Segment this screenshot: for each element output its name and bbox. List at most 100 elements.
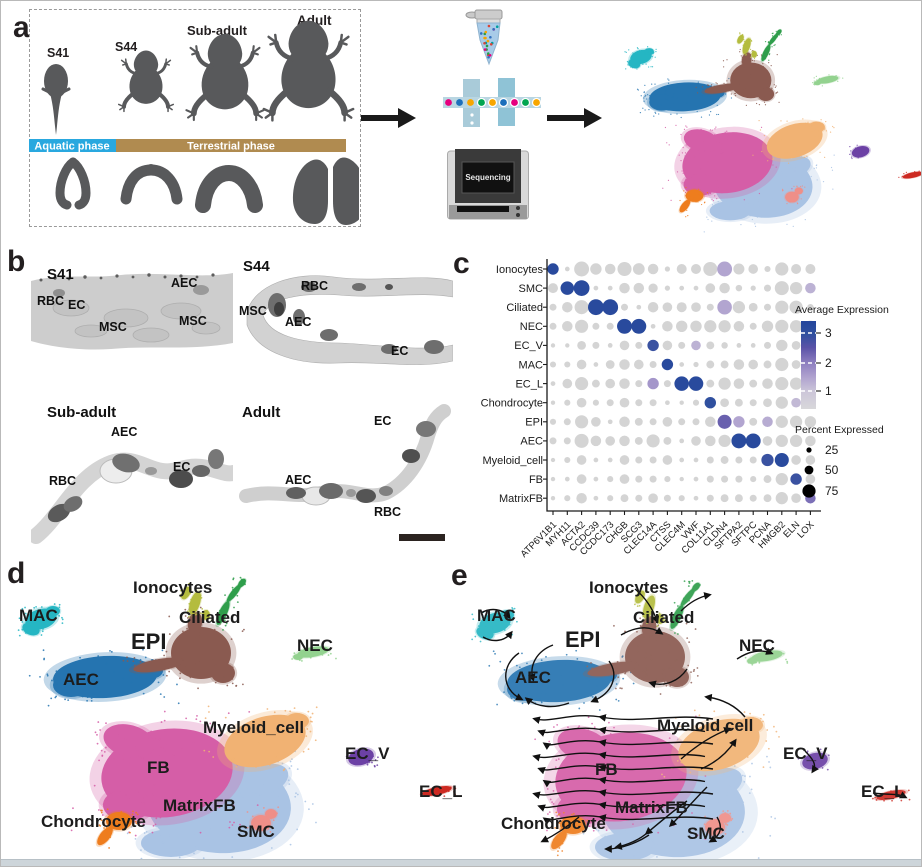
dotplot-dot: [564, 266, 570, 272]
cluster-speckle: [492, 628, 495, 630]
cluster-speckle: [557, 806, 559, 809]
cluster-speckle: [688, 641, 691, 644]
cluster-speckle: [717, 752, 720, 755]
cluster-speckle: [712, 199, 715, 202]
cell-speck: [484, 36, 487, 40]
cluster-speckle: [780, 34, 782, 36]
dotplot-dot: [550, 343, 556, 348]
cluster-speckle: [238, 584, 241, 587]
cluster-speckle: [749, 775, 751, 778]
cluster-speckle: [535, 675, 538, 677]
cluster-speckle: [177, 846, 180, 849]
cluster-speckle: [561, 842, 564, 845]
cluster-speckle: [576, 658, 579, 660]
cluster-speckle: [102, 803, 105, 806]
cluster-speckle: [200, 596, 203, 599]
cluster-speckle: [196, 613, 199, 616]
cluster-speckle: [71, 683, 73, 686]
cluster-speckle: [769, 88, 771, 90]
cluster-speckle: [132, 660, 135, 663]
cluster-speckle: [685, 622, 688, 625]
cluster-speckle: [443, 795, 446, 798]
cluster-speckle: [747, 77, 749, 80]
cluster-speckle: [232, 799, 235, 802]
cluster-speckle: [688, 599, 690, 602]
cluster-speckle: [698, 188, 700, 190]
cluster-speckle: [702, 102, 704, 104]
streamline: [668, 786, 708, 828]
dotplot-dot: [679, 476, 684, 482]
cluster-speckle: [103, 822, 105, 825]
cluster-speckle: [769, 834, 772, 837]
cluster-speckle: [739, 210, 741, 212]
dotplot-dot: [691, 264, 701, 274]
cluster-speckle: [494, 652, 496, 655]
cluster-speckle: [774, 165, 776, 167]
cluster-speckle: [642, 592, 645, 595]
cluster-speckle: [749, 661, 752, 663]
cluster-speckle: [605, 666, 607, 668]
dotplot-dot: [575, 319, 589, 333]
cluster-speckle: [796, 150, 798, 152]
cluster-speckle: [131, 813, 134, 816]
cluster-speckle: [289, 710, 292, 713]
cluster-speckle: [204, 611, 207, 614]
cluster-speckle: [744, 656, 747, 659]
cluster-speckle: [324, 651, 327, 654]
cluster-speckle: [753, 207, 756, 209]
cluster-speckle: [209, 831, 212, 834]
cluster-speckle: [724, 812, 727, 814]
cluster-speckle: [159, 835, 162, 838]
cluster-label-MatrixFB: MatrixFB: [163, 796, 236, 815]
cluster-speckle: [540, 701, 543, 704]
cluster-speckle: [192, 844, 195, 847]
streamline: [648, 668, 688, 689]
cluster-speckle: [553, 838, 555, 841]
cluster-speckle: [599, 677, 602, 680]
cluster-speckle: [283, 722, 286, 725]
dotplot-dot: [750, 343, 756, 348]
cluster-speckle: [696, 727, 699, 730]
cluster-speckle: [623, 663, 626, 666]
cluster-speckle: [224, 716, 227, 719]
cluster-speckle: [771, 95, 773, 97]
cluster-speckle: [236, 601, 239, 604]
cluster-speckle: [238, 769, 241, 772]
cluster-speckle: [39, 675, 41, 678]
cluster-speckle: [730, 201, 732, 203]
cluster-speckle: [198, 617, 201, 619]
cluster-speckle: [96, 687, 99, 690]
cluster-speckle: [749, 712, 752, 715]
cluster-speckle: [273, 812, 276, 815]
cluster-speckle: [592, 793, 595, 796]
cluster-speckle: [729, 812, 732, 815]
droplet-cell: [456, 99, 463, 106]
cluster-speckle: [680, 133, 682, 136]
cluster-speckle: [255, 766, 257, 768]
cluster-speckle: [645, 670, 648, 673]
cluster-speckle: [627, 64, 629, 66]
cluster-speckle: [567, 827, 570, 830]
cluster-speckle: [751, 89, 754, 91]
cluster-speckle: [649, 654, 652, 657]
cluster-Ionocytes: [181, 586, 191, 600]
cluster-speckle: [199, 831, 202, 834]
cluster-speckle: [161, 649, 164, 652]
cluster-speckle: [814, 81, 816, 84]
cluster-speckle: [695, 201, 697, 203]
cluster-speckle: [713, 722, 716, 725]
cluster-speckle: [684, 679, 687, 682]
cluster-speckle: [749, 48, 752, 50]
cluster-speckle: [742, 88, 744, 90]
cluster-speckle: [208, 711, 210, 713]
cluster-speckle: [636, 630, 638, 633]
cluster-speckle: [753, 203, 755, 205]
cluster-speckle: [628, 49, 630, 51]
cluster-speckle: [717, 179, 720, 181]
cluster-speckle: [97, 655, 100, 657]
cluster-speckle: [298, 654, 300, 656]
cluster-speckle: [226, 684, 229, 687]
cluster-speckle: [567, 789, 570, 791]
cluster-speckle: [681, 170, 683, 172]
cluster-speckle: [503, 668, 506, 671]
